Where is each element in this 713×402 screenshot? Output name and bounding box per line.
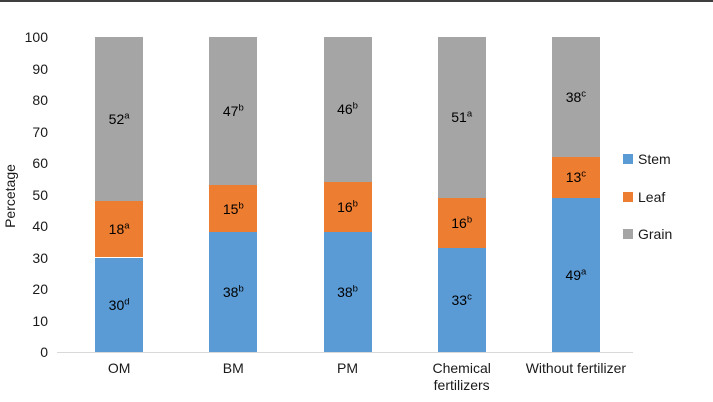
legend-label: Stem (638, 151, 671, 167)
legend-label: Grain (638, 226, 673, 242)
y-tick-label: 90 (32, 60, 48, 77)
bar-segment-stem-1: 30d (95, 257, 144, 352)
y-tick-label: 80 (32, 92, 48, 108)
bar-segment-grain-1: 52a (95, 37, 144, 201)
data-label: 38b (337, 283, 358, 301)
y-tick-label: 100 (24, 29, 48, 45)
x-axis-label-5: Without fertilizer (525, 360, 627, 376)
bar-segment-leaf-2: 15b (209, 185, 258, 233)
legend-item-stem: Stem (623, 151, 671, 167)
bar-segment-stem-5: 49a (551, 197, 600, 352)
y-tick-label: 60 (32, 155, 48, 171)
data-label: 16b (451, 214, 473, 231)
bar-segment-stem-2: 38b (209, 232, 258, 352)
data-label: 38b (222, 283, 244, 301)
y-tick-label: 50 (32, 186, 48, 203)
data-label: 33c (451, 291, 472, 309)
data-label: 52a (108, 110, 130, 127)
y-tick-label: 10 (32, 312, 48, 329)
bar-segment-leaf-4: 16b (437, 197, 486, 249)
data-label: 18a (108, 220, 130, 238)
top-border-line (0, 0, 713, 2)
legend-swatch-icon (623, 154, 633, 164)
bar-segment-leaf-5: 13c (551, 156, 600, 198)
bar-segment-grain-5: 38c (551, 37, 600, 157)
data-label: 30d (108, 296, 130, 313)
legend-swatch-icon (623, 191, 633, 202)
data-label: 38c (565, 88, 587, 105)
x-axis-line (57, 352, 633, 353)
data-label: 47b (222, 102, 244, 120)
data-label: 49a (565, 266, 587, 283)
y-tick-label: 30 (32, 249, 48, 266)
y-tick-label: 70 (32, 123, 48, 140)
bar-segment-grain-2: 47b (209, 37, 258, 186)
bar-segment-grain-3: 46b (323, 37, 372, 182)
legend-item-leaf: Leaf (623, 189, 665, 205)
bar-segment-leaf-3: 16b (323, 181, 372, 233)
data-label: 13c (565, 168, 587, 186)
bar-segment-grain-4: 51a (437, 37, 486, 198)
y-tick-label: 20 (32, 281, 48, 297)
x-axis-label-1: OM (107, 360, 131, 376)
x-axis-label-4: Chemical fertilizers (432, 360, 491, 393)
bar-segment-leaf-1: 18a (95, 200, 144, 258)
x-axis-label-3: PM (337, 360, 358, 376)
legend-swatch-icon (623, 229, 633, 239)
legend-item-grain: Grain (623, 226, 672, 242)
data-label: 46b (337, 100, 358, 118)
bar-segment-stem-3: 38b (323, 232, 372, 352)
y-tick-label: 40 (32, 218, 48, 234)
data-label: 16b (337, 198, 358, 216)
y-tick-label: 0 (40, 344, 48, 360)
data-label: 51a (451, 108, 473, 126)
data-label: 15b (222, 200, 244, 217)
x-axis-label-2: BM (222, 360, 244, 376)
bar-segment-stem-4: 33c (437, 248, 486, 352)
legend-label: Leaf (638, 188, 666, 205)
